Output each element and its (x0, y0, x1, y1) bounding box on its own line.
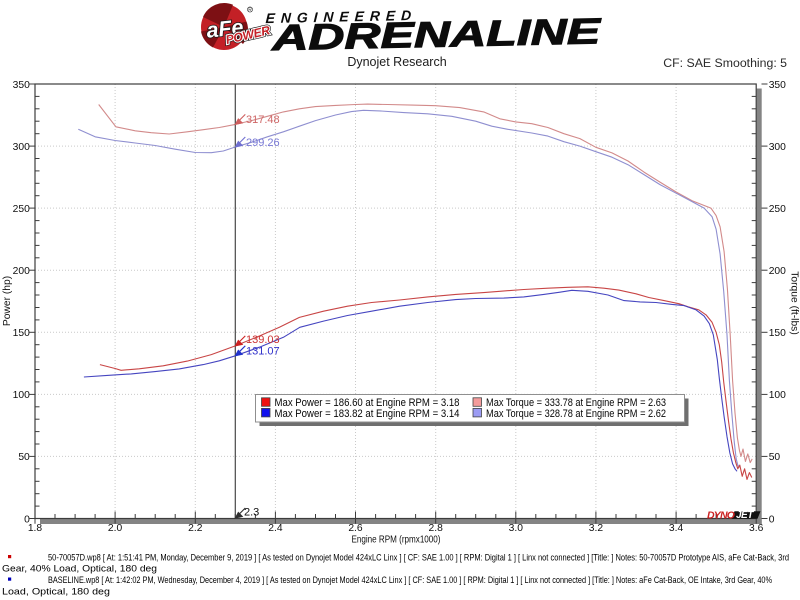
svg-text:Max Power = 186.60 at Engine R: Max Power = 186.60 at Engine RPM = 3.18 (275, 397, 460, 409)
svg-text:Max Torque = 333.78 at Engine: Max Torque = 333.78 at Engine RPM = 2.63 (486, 397, 666, 409)
svg-text:100: 100 (13, 390, 30, 401)
svg-text:2.6: 2.6 (348, 523, 363, 534)
svg-text:0: 0 (24, 514, 30, 525)
svg-text:Torque (ft-lbs): Torque (ft-lbs) (789, 271, 800, 335)
svg-text:2.0: 2.0 (108, 523, 123, 534)
svg-text:250: 250 (13, 204, 30, 215)
svg-text:3.2: 3.2 (589, 523, 604, 534)
svg-text:299.26: 299.26 (246, 137, 280, 149)
svg-text:200: 200 (769, 266, 786, 277)
svg-text:100: 100 (769, 390, 786, 401)
svg-text:317.48: 317.48 (246, 114, 280, 126)
svg-text:250: 250 (769, 204, 786, 215)
svg-text:350: 350 (769, 80, 786, 91)
svg-text:R: R (248, 7, 252, 13)
svg-text:2.3: 2.3 (244, 507, 259, 519)
svg-text:2.8: 2.8 (429, 523, 444, 534)
svg-text:0: 0 (769, 514, 775, 525)
svg-text:3.4: 3.4 (669, 523, 684, 534)
svg-text:3.6: 3.6 (749, 523, 764, 534)
svg-text:Gear, 40% Load, Optical, 180 d: Gear, 40% Load, Optical, 180 deg (2, 563, 157, 574)
svg-text:300: 300 (13, 142, 30, 153)
svg-text:2.4: 2.4 (268, 523, 283, 534)
svg-text:BASELINE.wp8 [ At: 1:42:02 PM,: BASELINE.wp8 [ At: 1:42:02 PM, Wednesday… (48, 575, 772, 586)
svg-text:3.0: 3.0 (509, 523, 524, 534)
svg-text:Max Power = 183.82 at Engine R: Max Power = 183.82 at Engine RPM = 3.14 (275, 408, 460, 420)
svg-text:300: 300 (769, 142, 786, 153)
svg-text:139.03: 139.03 (246, 334, 280, 346)
svg-text:Load, Optical, 180 deg: Load, Optical, 180 deg (2, 586, 110, 597)
svg-text:Max Torque = 328.78 at Engine: Max Torque = 328.78 at Engine RPM = 2.62 (486, 408, 666, 420)
svg-text:150: 150 (769, 328, 786, 339)
svg-text:200: 200 (13, 266, 30, 277)
svg-text:JET: JET (736, 510, 754, 521)
svg-text:aFe: aFe (205, 15, 244, 43)
svg-text:ENGINEERED: ENGINEERED (265, 7, 417, 26)
svg-text:1.8: 1.8 (28, 523, 43, 534)
svg-text:131.07: 131.07 (246, 346, 280, 358)
svg-text:DYNO: DYNO (707, 509, 735, 521)
svg-text:Power (hp): Power (hp) (2, 276, 13, 326)
svg-text:50-70057D.wp8 [ At: 1:51:41 PM: 50-70057D.wp8 [ At: 1:51:41 PM, Monday, … (48, 553, 789, 564)
svg-text:Engine RPM (rpmx1000): Engine RPM (rpmx1000) (352, 535, 441, 546)
svg-text:2.2: 2.2 (188, 523, 203, 534)
svg-text:ADRENALINE: ADRENALINE (270, 10, 602, 58)
svg-text:50: 50 (18, 452, 30, 463)
svg-text:50: 50 (769, 452, 781, 463)
svg-text:150: 150 (13, 328, 30, 339)
svg-text:350: 350 (13, 80, 30, 91)
